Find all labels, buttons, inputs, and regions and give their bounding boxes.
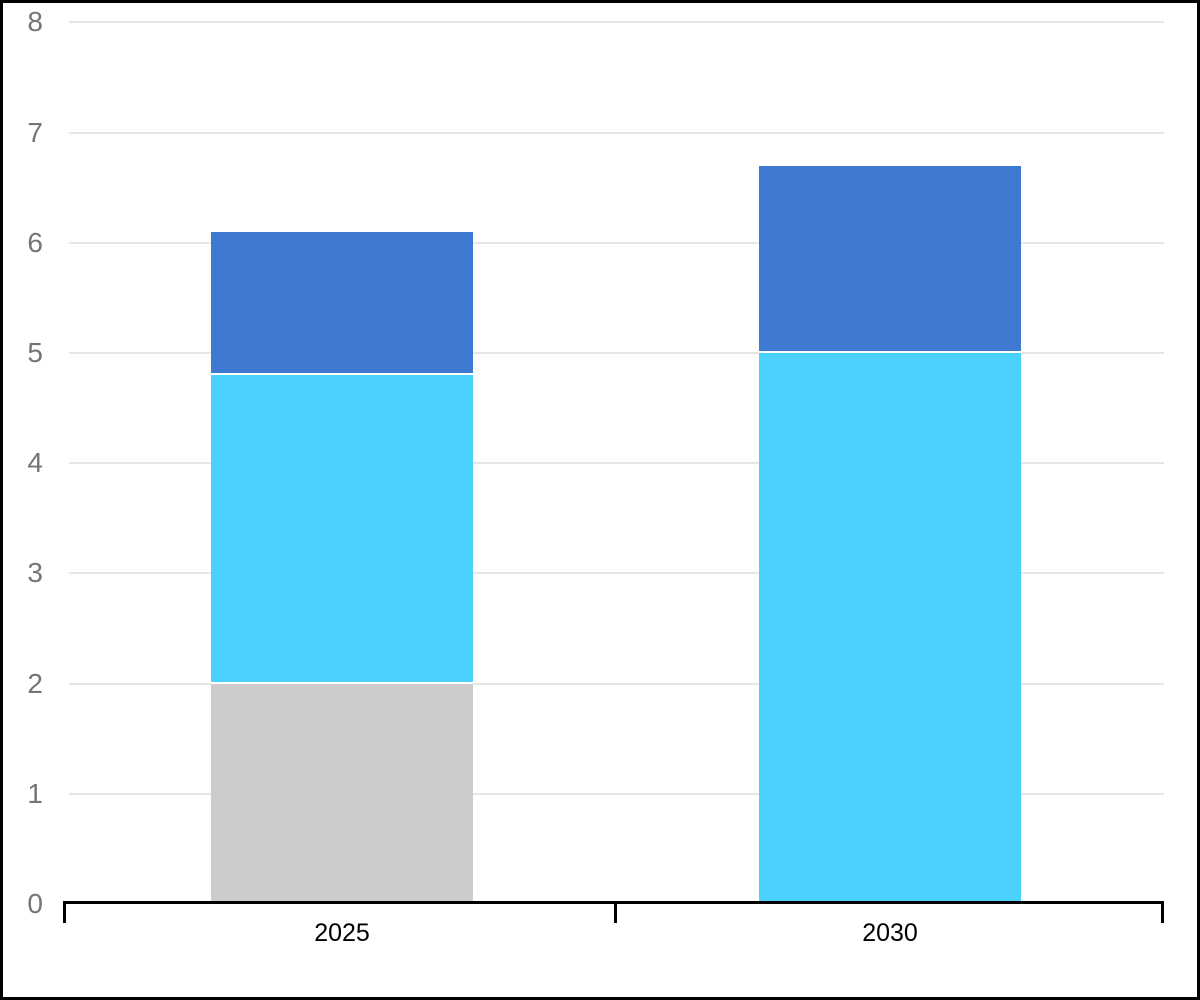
x-axis-line	[63, 901, 1164, 904]
y-axis-tick-label-3: 3	[27, 557, 43, 589]
y-axis-tick-label-7: 7	[27, 116, 43, 148]
y-axis-tick-label-2: 2	[27, 667, 43, 699]
bar-2030-light-blue-segment	[759, 353, 1021, 902]
bar-2025-light-blue-segment	[211, 375, 473, 684]
x-axis-label-2025: 2025	[314, 919, 370, 947]
x-axis-label-2030: 2030	[862, 919, 918, 947]
y-axis-tick-label-8: 8	[27, 6, 43, 38]
x-axis-tick-2	[1161, 901, 1164, 923]
x-axis-tick-0	[63, 901, 66, 923]
gridline-1	[69, 792, 1164, 795]
bar-2025-dark-blue-segment	[211, 231, 473, 376]
gridline-4	[69, 462, 1164, 465]
gridline-2	[69, 682, 1164, 685]
gridline-7	[69, 131, 1164, 134]
y-axis-tick-label-6: 6	[27, 226, 43, 258]
x-axis-tick-1	[614, 901, 617, 923]
y-axis-tick-label-0: 0	[27, 888, 43, 919]
bar-2025-gray-segment	[211, 683, 473, 902]
y-axis-tick-label-1: 1	[27, 777, 43, 809]
gridline-8	[69, 21, 1164, 24]
gridline-5	[69, 352, 1164, 354]
y-axis-tick-label-4: 4	[27, 447, 43, 479]
y-axis-tick-label-5: 5	[27, 337, 43, 368]
gridline-3	[69, 572, 1164, 575]
gridline-6	[69, 241, 1164, 244]
bar-2030-dark-blue-segment	[759, 165, 1021, 353]
